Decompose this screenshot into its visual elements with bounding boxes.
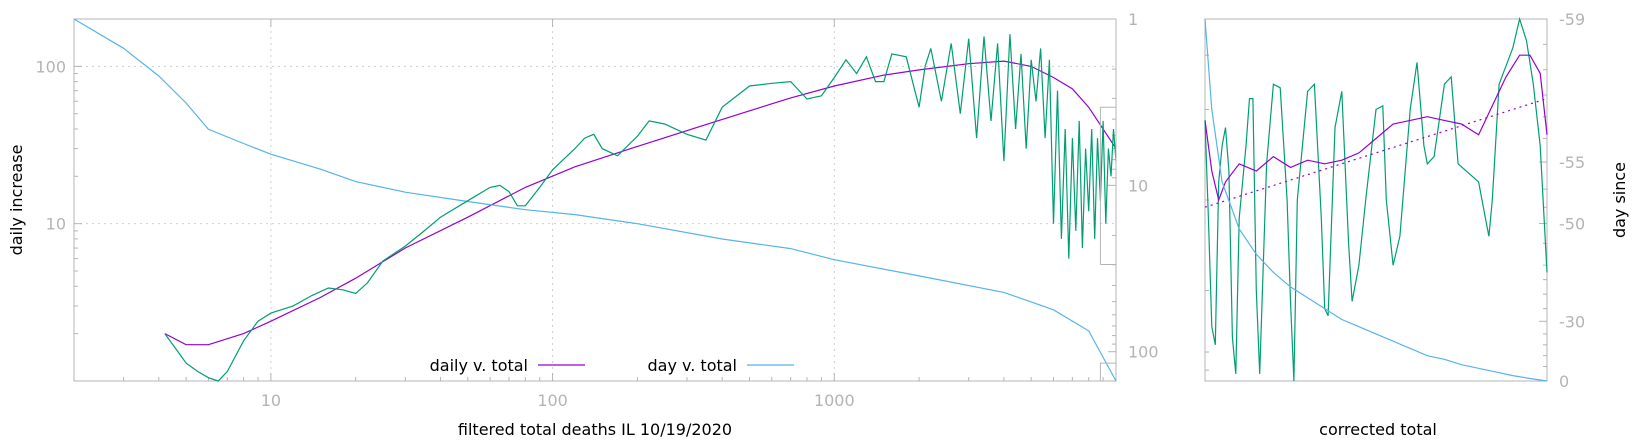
y2-tick-label: 10 <box>1128 176 1148 195</box>
main-grid <box>74 19 1116 381</box>
y-tick-label: 100 <box>35 57 66 76</box>
raw-daily-line <box>164 34 1117 382</box>
side-y2-tick-label: -55 <box>1559 153 1585 172</box>
side-y2-tick-label: -50 <box>1559 215 1585 234</box>
side-x-axis-label: corrected total <box>1319 420 1437 439</box>
x-tick-label: 100 <box>537 391 568 410</box>
zoom-box <box>1099 362 1116 381</box>
side-daily-line <box>1204 54 1548 203</box>
side-y-axis-label: day since <box>1610 162 1629 238</box>
side-plot-frame <box>1204 18 1548 382</box>
main-x-axis-label: filtered total deaths IL 10/19/2020 <box>458 420 732 439</box>
main-y-axis-label: daily increase <box>7 145 26 256</box>
side-trend-line <box>1204 98 1548 208</box>
y-tick-label: 10 <box>46 215 66 234</box>
side-day-line <box>1204 18 1548 382</box>
x-tick-label: 1000 <box>814 391 855 410</box>
legend-label-day: day v. total <box>648 356 738 375</box>
side-y2-tick-label: -30 <box>1559 312 1585 331</box>
side-ticks: -59 -55 -50 -30 0 <box>1205 10 1585 391</box>
side-raw-line <box>1204 16 1548 382</box>
main-plot-frame <box>73 18 1117 382</box>
main-ticks: 10 100 1000 10 100 1 10 100 <box>35 10 1158 410</box>
side-y2-tick-label: 0 <box>1559 372 1569 391</box>
legend-label-daily: daily v. total <box>430 356 528 375</box>
legend: daily v. total day v. total <box>430 356 794 375</box>
side-series-layer <box>1204 16 1548 382</box>
y2-tick-label: 1 <box>1128 10 1138 29</box>
x-tick-label: 10 <box>261 391 281 410</box>
main-series-layer <box>73 18 1117 382</box>
side-y2-tick-label: -59 <box>1559 10 1585 29</box>
day-v-total-line <box>73 18 1117 382</box>
y2-tick-label: 100 <box>1128 343 1159 362</box>
daily-v-total-line <box>164 60 1117 346</box>
zoom-box <box>1099 106 1117 265</box>
